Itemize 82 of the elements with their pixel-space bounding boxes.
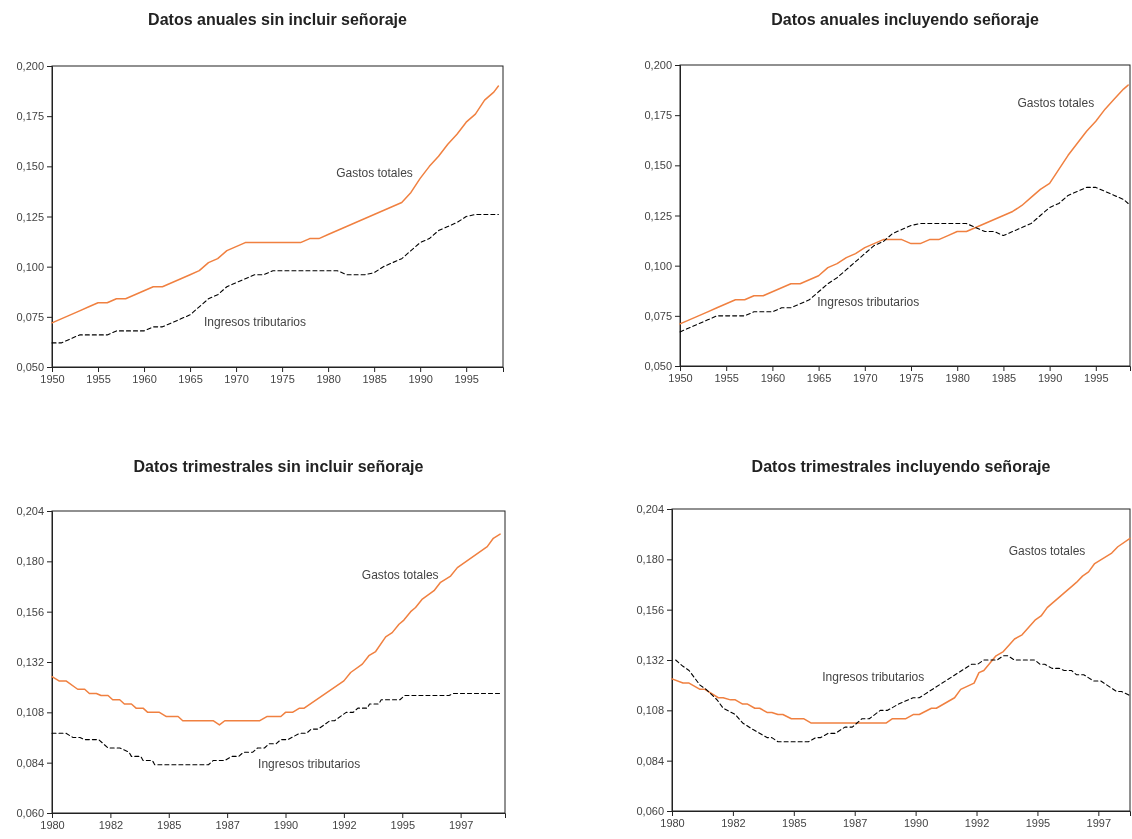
y-tick-label: 0,125 bbox=[644, 209, 672, 222]
line-series bbox=[671, 537, 1131, 724]
y-tick-label: 0,100 bbox=[16, 260, 44, 273]
x-tick-label: 1980 bbox=[40, 818, 65, 831]
x-tick-label: 1985 bbox=[157, 818, 182, 831]
x-tick-label: 1987 bbox=[842, 816, 868, 829]
y-tick-label: 0,132 bbox=[16, 656, 44, 669]
x-tick-label: 1992 bbox=[332, 818, 357, 831]
x-tick-label: 1995 bbox=[1084, 371, 1109, 384]
x-tick-label: 1992 bbox=[964, 816, 990, 829]
chart-title: Datos anuales incluyendo señoraje bbox=[771, 11, 1039, 28]
line-series bbox=[51, 533, 501, 726]
x-tick-label: 1955 bbox=[86, 372, 111, 385]
x-tick-label: 1987 bbox=[215, 818, 240, 831]
series-label: Gastos totales bbox=[336, 165, 413, 180]
x-tick-label: 1965 bbox=[806, 371, 832, 384]
series-label: Ingresos tributarios bbox=[817, 294, 920, 309]
series-label: Gastos totales bbox=[1017, 95, 1095, 110]
x-tick-label: 1997 bbox=[1086, 816, 1112, 829]
y-tick-label: 0,060 bbox=[636, 805, 664, 818]
x-tick-label: 1982 bbox=[98, 818, 124, 831]
x-tick-label: 1975 bbox=[270, 372, 295, 385]
series-label: Gastos totales bbox=[361, 568, 439, 583]
y-tick-label: 0,204 bbox=[636, 503, 664, 516]
line-series bbox=[51, 213, 499, 344]
y-tick-label: 0,180 bbox=[16, 555, 44, 568]
line-series bbox=[675, 655, 1131, 743]
y-tick-label: 0,075 bbox=[644, 309, 672, 322]
y-tick-label: 0,084 bbox=[636, 754, 664, 767]
y-tick-label: 0,200 bbox=[16, 60, 44, 73]
x-tick-label: 1982 bbox=[721, 816, 746, 829]
x-tick-label: 1955 bbox=[714, 371, 739, 384]
x-tick-label: 1970 bbox=[224, 372, 249, 385]
x-tick-label: 1980 bbox=[945, 371, 970, 384]
y-tick-label: 0,156 bbox=[16, 605, 44, 618]
line-series bbox=[679, 84, 1129, 325]
series-label: Gastos totales bbox=[1008, 543, 1086, 558]
chart-title: Datos trimestrales sin incluir señoraje bbox=[133, 458, 424, 475]
y-tick-label: 0,050 bbox=[644, 360, 672, 373]
y-tick-label: 0,108 bbox=[16, 706, 44, 719]
y-tick-label: 0,125 bbox=[16, 210, 44, 223]
y-tick-label: 0,084 bbox=[16, 756, 44, 769]
x-tick-label: 1950 bbox=[668, 371, 693, 384]
y-tick-label: 0,150 bbox=[16, 160, 44, 173]
x-tick-label: 1995 bbox=[1025, 816, 1051, 829]
x-tick-label: 1990 bbox=[273, 818, 299, 831]
y-tick-label: 0,060 bbox=[16, 807, 44, 820]
y-tick-label: 0,100 bbox=[644, 259, 672, 272]
line-series bbox=[679, 186, 1129, 333]
chart-title: Datos trimestrales incluyendo señoraje bbox=[751, 458, 1051, 475]
x-tick-label: 1990 bbox=[1037, 371, 1063, 384]
y-tick-label: 0,156 bbox=[636, 603, 664, 616]
y-tick-label: 0,150 bbox=[644, 159, 672, 172]
y-tick-label: 0,050 bbox=[16, 361, 44, 374]
y-tick-label: 0,075 bbox=[16, 310, 44, 323]
series-label: Ingresos tributarios bbox=[822, 669, 925, 684]
x-tick-label: 1995 bbox=[454, 372, 479, 385]
x-tick-label: 1997 bbox=[448, 818, 474, 831]
y-tick-label: 0,175 bbox=[644, 109, 672, 122]
y-tick-label: 0,200 bbox=[644, 59, 672, 72]
x-tick-label: 1980 bbox=[660, 816, 685, 829]
x-tick-label: 1985 bbox=[362, 372, 387, 385]
x-tick-label: 1970 bbox=[853, 371, 878, 384]
y-tick-label: 0,108 bbox=[636, 704, 664, 717]
x-tick-label: 1960 bbox=[132, 372, 157, 385]
x-tick-label: 1995 bbox=[390, 818, 415, 831]
y-tick-label: 0,132 bbox=[636, 654, 664, 667]
x-tick-label: 1960 bbox=[760, 371, 786, 384]
y-tick-label: 0,180 bbox=[636, 553, 664, 566]
x-tick-label: 1965 bbox=[178, 372, 203, 385]
chart-title: Datos anuales sin incluir señoraje bbox=[148, 11, 407, 28]
x-tick-label: 1980 bbox=[316, 372, 341, 385]
x-tick-label: 1985 bbox=[991, 371, 1017, 384]
x-tick-label: 1985 bbox=[782, 816, 807, 829]
x-tick-label: 1950 bbox=[40, 372, 65, 385]
y-tick-label: 0,175 bbox=[16, 110, 44, 123]
series-label: Ingresos tributarios bbox=[258, 757, 361, 772]
x-tick-label: 1990 bbox=[408, 372, 433, 385]
series-label: Ingresos tributarios bbox=[203, 314, 307, 329]
y-tick-label: 0,204 bbox=[16, 505, 44, 518]
x-tick-label: 1990 bbox=[903, 816, 929, 829]
x-tick-label: 1975 bbox=[899, 371, 924, 384]
